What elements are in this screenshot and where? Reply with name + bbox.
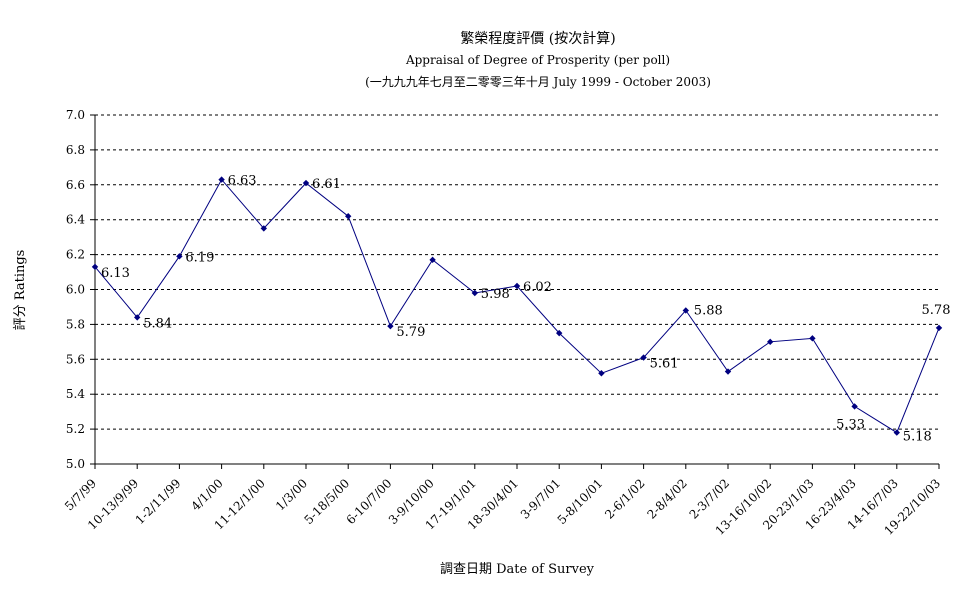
y-tick-label: 5.0 <box>66 457 85 471</box>
data-label: 5.78 <box>922 303 951 318</box>
data-label: 5.98 <box>481 287 510 302</box>
data-label: 5.84 <box>143 316 172 331</box>
y-tick-label: 6.8 <box>66 143 85 157</box>
data-points <box>91 176 943 436</box>
data-point-marker <box>218 176 225 183</box>
x-axis-label: 調查日期 Date of Survey <box>440 562 595 577</box>
data-label: 6.19 <box>185 250 214 265</box>
data-point-marker <box>935 324 943 332</box>
data-label: 6.13 <box>101 266 130 281</box>
y-axis-label: 評分 Ratings <box>13 250 28 331</box>
data-point-marker <box>724 368 732 375</box>
y-tick-label: 5.8 <box>66 317 85 331</box>
data-point-marker <box>809 335 816 342</box>
data-point-marker <box>767 338 774 346</box>
y-tick-label: 6.4 <box>66 213 85 227</box>
data-point-marker <box>640 354 647 361</box>
data-point-marker <box>851 403 858 410</box>
data-label: 5.18 <box>903 430 932 445</box>
y-tick-label: 5.6 <box>66 352 85 366</box>
data-point-marker <box>345 213 352 220</box>
x-tick-label: 1-2/11/99 <box>133 476 184 527</box>
data-point-marker <box>134 314 141 321</box>
y-tick-label: 7.0 <box>66 108 85 122</box>
data-point-marker <box>471 289 478 297</box>
data-label: 5.88 <box>694 303 723 318</box>
chart-subtitle: Appraisal of Degree of Prosperity (per p… <box>405 53 670 67</box>
gridlines <box>95 114 939 430</box>
x-tick-label: 4/1/00 <box>189 476 226 513</box>
data-point-marker <box>513 282 521 290</box>
data-label: 5.79 <box>396 325 425 340</box>
y-tick-label: 5.2 <box>66 422 85 436</box>
chart-title: 繁榮程度評價 (按次計算) <box>460 30 615 47</box>
data-label: 5.33 <box>836 417 865 432</box>
data-point-marker <box>91 263 99 271</box>
data-label: 6.61 <box>312 177 341 192</box>
data-point-marker <box>429 256 436 264</box>
x-tick-label: 1/3/00 <box>273 476 310 513</box>
y-tick-labels: 5.0 5.2 5.4 5.6 5.8 6.0 6.2 6.4 6.6 6.8 7.0 <box>66 108 85 471</box>
data-label: 6.02 <box>523 280 552 295</box>
data-label: 5.61 <box>650 357 679 372</box>
y-tick-label: 6.2 <box>66 248 85 262</box>
y-tick-label: 6.6 <box>66 178 85 192</box>
axes <box>90 114 940 469</box>
data-point-marker <box>302 179 310 187</box>
data-point-marker <box>260 225 267 232</box>
x-tick-label: 2-8/4/02 <box>644 476 689 521</box>
y-tick-label: 6.0 <box>66 283 85 297</box>
data-point-marker <box>682 307 689 314</box>
chart-subtitle-date-range: (一九九九年七月至二零零三年十月 July 1999 - October 200… <box>365 75 711 89</box>
data-point-marker <box>893 429 900 436</box>
y-tick-label: 5.4 <box>66 387 85 401</box>
data-point-marker <box>387 322 394 330</box>
x-tick-label: 5/7/99 <box>62 476 99 513</box>
x-tick-label: 2-6/1/02 <box>602 476 647 521</box>
data-point-marker <box>176 253 183 260</box>
data-point-marker <box>556 329 563 337</box>
data-labels: 6.13 5.84 6.19 6.63 6.61 5.79 5.98 6.02 5.61 5.88… <box>101 174 950 445</box>
data-point-marker <box>598 370 605 377</box>
x-tick-label: 5-8/10/01 <box>555 476 606 527</box>
data-label: 6.63 <box>228 174 257 189</box>
